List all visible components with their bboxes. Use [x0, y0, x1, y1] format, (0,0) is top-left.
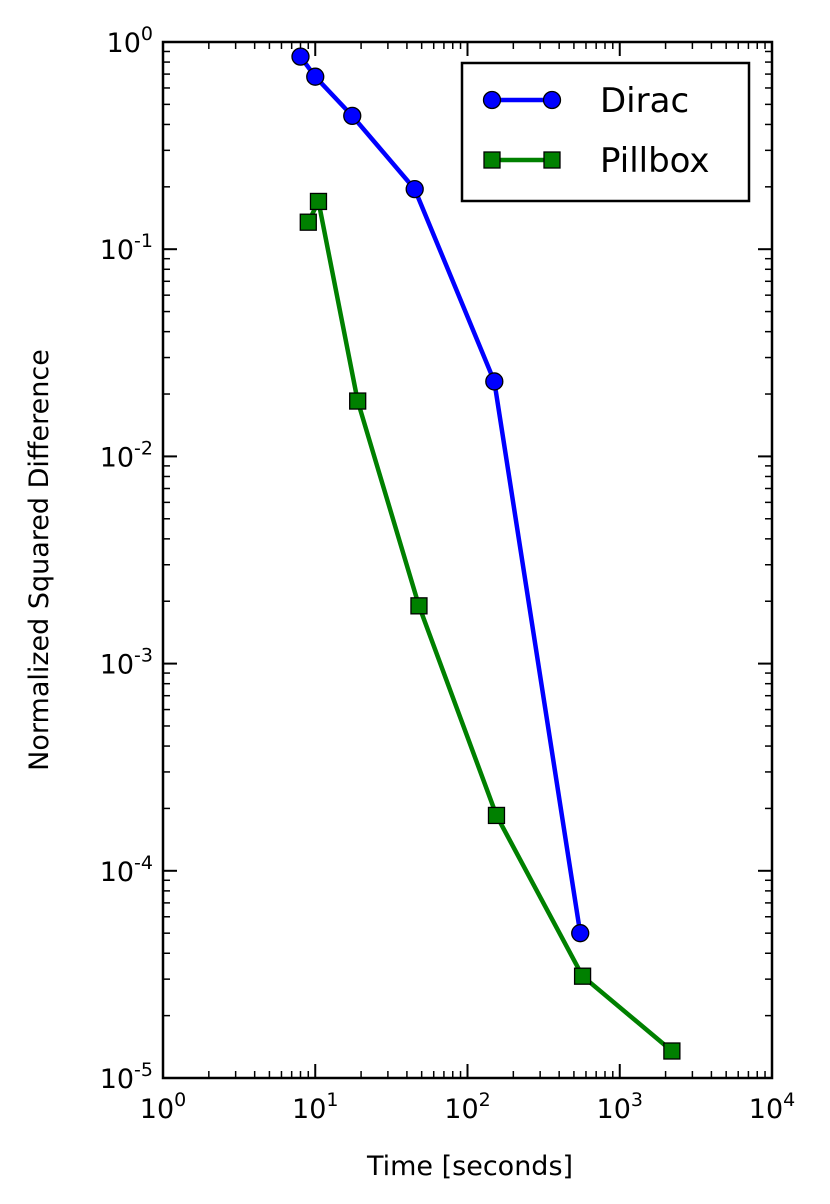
plot-frame: [161, 40, 774, 1080]
data-point: [571, 924, 590, 943]
data-point: [306, 67, 325, 86]
tick-labels-layer: 100 101 102 103 104 100 10-1 10-2 10-3 10-4 10-5: [100, 23, 796, 1125]
legend-marker: [482, 90, 502, 110]
x-tick-label: 100: [140, 1089, 186, 1125]
series-dirac: [291, 47, 590, 943]
data-point: [349, 392, 367, 410]
legend-marker: [543, 151, 561, 169]
series-pillbox: [299, 192, 681, 1060]
x-tick-label: 103: [597, 1089, 643, 1125]
data-point: [485, 372, 504, 391]
data-point: [291, 47, 310, 66]
x-tick-label: 104: [749, 1089, 795, 1125]
data-point: [405, 179, 424, 199]
y-tick-label: 10-4: [100, 852, 153, 888]
y-tick-label: 100: [107, 23, 153, 59]
y-tick-label: 10-3: [100, 645, 153, 681]
x-tick-label: 102: [444, 1089, 490, 1125]
legend-marker: [483, 151, 501, 169]
y-tick-label: 10-2: [100, 437, 153, 473]
legend-label: Dirac: [600, 81, 689, 121]
legend-entry-dirac: Dirac: [482, 81, 689, 121]
legend-label: Pillbox: [600, 141, 710, 181]
legend-entries: Dirac Pillbox: [482, 81, 710, 181]
data-point: [343, 106, 362, 126]
x-tick-label: 101: [292, 1089, 338, 1125]
series-layer: [291, 47, 681, 1060]
y-tick-label: 10-5: [100, 1059, 153, 1095]
legend-box: [460, 61, 751, 203]
legend-entry-pillbox: Pillbox: [483, 141, 710, 181]
data-point: [487, 806, 506, 825]
legend-marker: [542, 90, 562, 110]
legend: Dirac Pillbox: [460, 61, 751, 203]
y-axis-label: Normalized Squared Difference: [24, 349, 55, 771]
data-point: [299, 213, 317, 231]
data-point: [663, 1042, 681, 1060]
data-point: [309, 192, 328, 211]
data-point: [410, 597, 428, 615]
data-point: [573, 967, 592, 985]
y-tick-label: 10-1: [100, 230, 153, 266]
x-axis-label: Time [seconds]: [366, 1151, 573, 1182]
